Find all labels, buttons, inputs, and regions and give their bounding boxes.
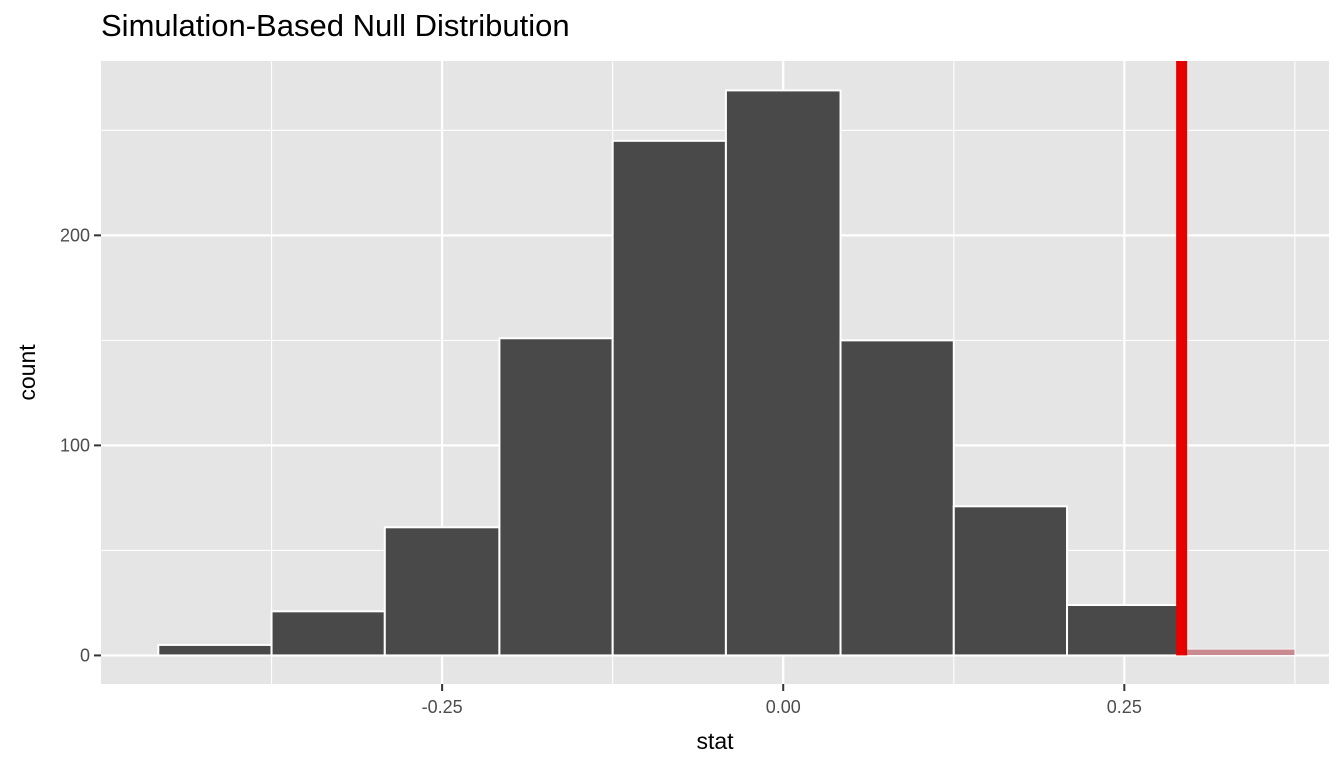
histogram-bar [839,339,955,657]
histogram-bar [498,337,614,657]
x-axis-title: stat [696,728,734,754]
histogram-bar [952,505,1069,657]
histogram-bars [157,89,1296,657]
x-tick-label: 0.00 [766,697,801,717]
histogram-bar [383,526,501,657]
x-tick-label: -0.25 [422,697,463,717]
y-tick-label: 0 [80,645,90,665]
x-axis: -0.25 0.00 0.25 [422,684,1142,717]
y-axis-title: count [14,344,40,401]
histogram-bar [1066,604,1183,657]
y-axis: 0 100 200 [60,225,101,665]
histogram-bar [157,643,273,657]
histogram-bar [611,139,727,657]
x-tick-label: 0.25 [1107,697,1142,717]
histogram-bar [724,89,842,657]
y-tick-label: 200 [60,225,90,245]
histogram-bar-shaded [1181,648,1296,656]
chart-title: Simulation-Based Null Distribution [101,8,570,43]
histogram-bar [270,610,386,657]
y-tick-label: 100 [60,435,90,455]
